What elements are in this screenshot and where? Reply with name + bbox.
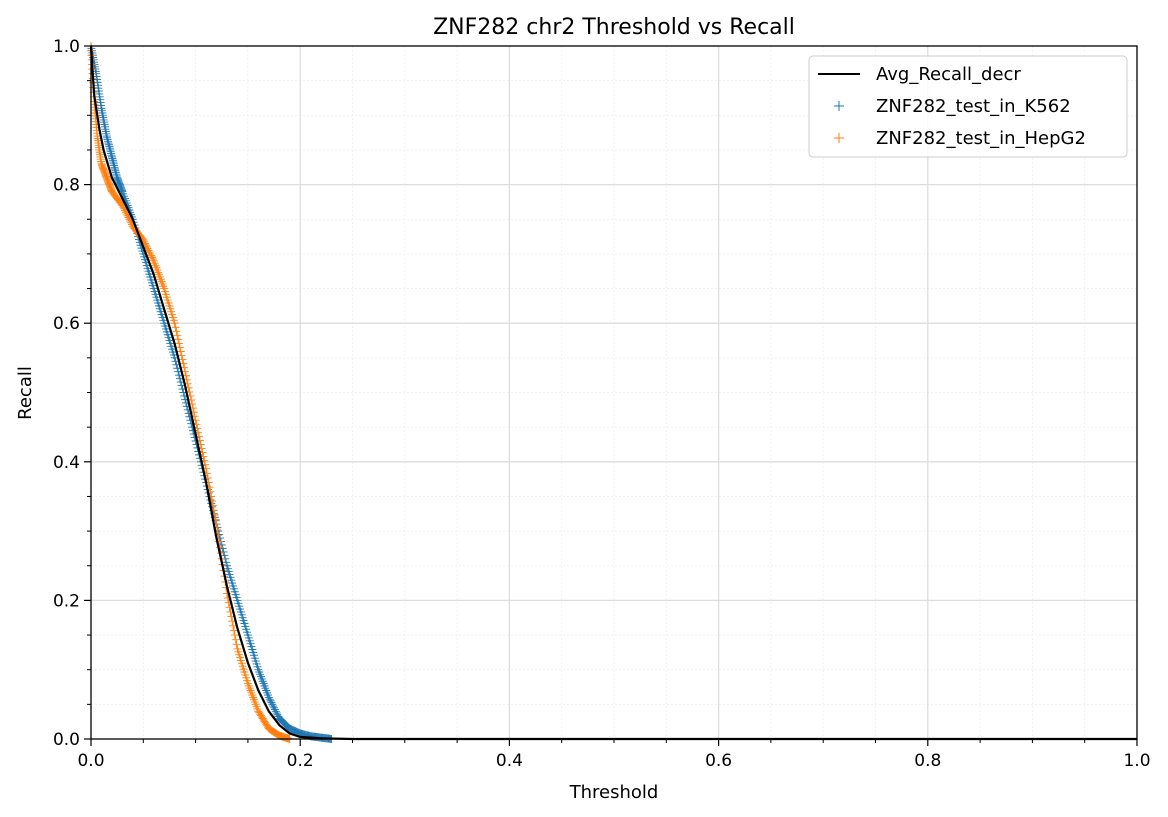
data-point	[174, 335, 183, 344]
x-axis-label: Threshold	[569, 782, 659, 803]
legend-frame	[808, 55, 1128, 158]
data-point	[148, 255, 157, 264]
data-point	[265, 695, 274, 704]
data-point	[145, 248, 154, 257]
data-point	[264, 693, 273, 702]
data-point	[230, 631, 239, 640]
legend-label-k562: ZNF282_test_in_K562	[876, 96, 1071, 117]
data-point	[268, 700, 277, 709]
data-point	[173, 331, 182, 340]
data-point	[267, 698, 276, 707]
data-point	[176, 347, 185, 356]
legend: Avg_Recall_decr ZNF282_test_in_K562 ZNF2…	[808, 55, 1128, 158]
data-point	[269, 702, 278, 711]
data-point	[273, 710, 282, 719]
data-point	[271, 707, 280, 716]
data-point	[146, 249, 155, 258]
data-point	[272, 709, 281, 718]
y-tick-label: 0.2	[53, 591, 80, 611]
data-point	[172, 327, 181, 336]
y-tick-label: 0.6	[53, 314, 80, 334]
legend-label-avg-recall: Avg_Recall_decr	[876, 64, 1021, 85]
data-point	[270, 705, 279, 714]
data-point	[148, 253, 157, 262]
major-grid	[91, 46, 1137, 739]
data-point	[177, 351, 186, 360]
legend-marker-k562	[834, 101, 844, 111]
data-point	[178, 355, 187, 364]
x-tick-label: 1.0	[1123, 751, 1150, 771]
x-tick-label: 0.2	[287, 751, 314, 771]
data-point	[231, 635, 240, 644]
data-point	[147, 251, 156, 260]
data-point	[270, 703, 279, 712]
x-tick-label: 0.6	[705, 751, 732, 771]
y-axis-ticks: 0.0 0.2 0.4 0.6 0.8 1.0	[53, 37, 91, 750]
x-tick-label: 0.0	[77, 751, 104, 771]
x-tick-label: 0.8	[914, 751, 941, 771]
y-tick-label: 1.0	[53, 37, 80, 57]
x-axis-ticks: 0.0 0.2 0.4 0.6 0.8 1.0	[77, 739, 1151, 771]
x-tick-label: 0.4	[496, 751, 523, 771]
data-point	[266, 696, 275, 705]
legend-marker-hepg2	[834, 133, 844, 143]
data-point	[229, 626, 238, 635]
legend-label-hepg2: ZNF282_test_in_HepG2	[876, 128, 1086, 149]
chart-title: ZNF282 chr2 Threshold vs Recall	[433, 15, 795, 40]
series-2-points	[87, 42, 294, 743]
data-point	[144, 246, 153, 255]
data-point	[171, 323, 180, 332]
data-point	[175, 343, 184, 352]
data-point	[232, 640, 241, 649]
y-tick-label: 0.4	[53, 453, 80, 473]
y-tick-label: 0.0	[53, 730, 80, 750]
data-point	[175, 339, 184, 348]
y-axis-label: Recall	[15, 366, 36, 420]
y-tick-label: 0.8	[53, 176, 80, 196]
data-point	[170, 319, 179, 328]
